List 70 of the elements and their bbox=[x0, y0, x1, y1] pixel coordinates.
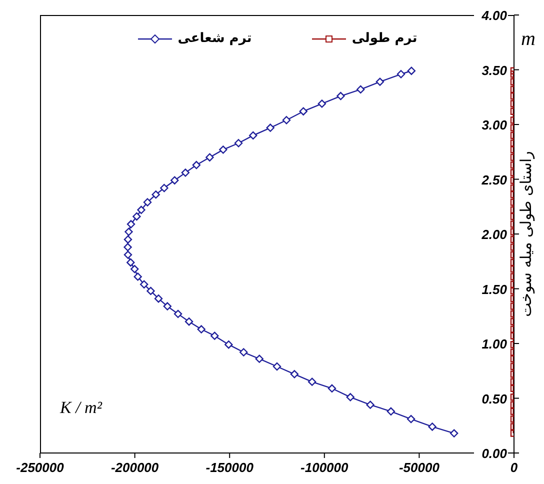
point bbox=[184, 318, 194, 326]
annotation: K / m² bbox=[60, 398, 102, 418]
point bbox=[143, 198, 152, 206]
y-tick-label: 2.50 bbox=[480, 172, 508, 188]
y-tick-label: 0.50 bbox=[482, 391, 508, 406]
point bbox=[124, 228, 133, 236]
point bbox=[134, 272, 142, 281]
point bbox=[124, 235, 132, 244]
point bbox=[126, 258, 135, 267]
point bbox=[163, 302, 172, 310]
point bbox=[124, 243, 132, 252]
point bbox=[346, 393, 354, 402]
point bbox=[210, 332, 219, 340]
point bbox=[181, 168, 190, 177]
point bbox=[407, 66, 416, 75]
point bbox=[308, 378, 316, 386]
point bbox=[290, 370, 299, 378]
point bbox=[356, 85, 365, 94]
point bbox=[299, 107, 308, 116]
x-tick-label: -50000 bbox=[398, 460, 440, 475]
y-tick-label: 3.00 bbox=[482, 118, 508, 132]
point bbox=[152, 190, 160, 199]
y-tick-label: 0.00 bbox=[482, 446, 508, 461]
point bbox=[126, 220, 136, 228]
point bbox=[124, 250, 132, 259]
point bbox=[174, 310, 182, 318]
point bbox=[282, 116, 291, 124]
point bbox=[219, 146, 228, 154]
x-tick-label: 0 bbox=[510, 460, 518, 475]
point bbox=[140, 280, 148, 288]
point bbox=[386, 407, 396, 416]
x-tick-label: -250000 bbox=[16, 460, 65, 475]
point bbox=[197, 325, 206, 334]
y-axis-title: راستای طولی میله سوخت bbox=[517, 151, 535, 317]
point bbox=[137, 206, 146, 214]
point bbox=[336, 92, 345, 100]
point bbox=[130, 264, 139, 274]
point bbox=[154, 294, 163, 303]
legend-label: ترم طولی bbox=[352, 31, 418, 46]
point bbox=[376, 78, 384, 86]
y-tick-label: 3.50 bbox=[482, 62, 508, 78]
point bbox=[272, 362, 282, 371]
point bbox=[160, 184, 168, 192]
point bbox=[132, 212, 141, 221]
point bbox=[206, 153, 214, 162]
x-tick-label: -100000 bbox=[300, 460, 350, 475]
point bbox=[428, 422, 436, 431]
y-tick-label: 1.00 bbox=[482, 336, 508, 352]
point bbox=[450, 429, 458, 438]
point bbox=[146, 286, 155, 296]
text: m bbox=[521, 28, 536, 51]
y-tick-label: 4.00 bbox=[480, 8, 508, 23]
point bbox=[192, 160, 201, 170]
point bbox=[170, 176, 179, 184]
point bbox=[266, 124, 274, 132]
legend-label: ترم شعاعی bbox=[178, 31, 252, 46]
point bbox=[366, 400, 374, 409]
point bbox=[328, 384, 336, 392]
point bbox=[249, 131, 258, 140]
point bbox=[224, 340, 233, 349]
point bbox=[234, 139, 243, 148]
x-tick-label: -200000 bbox=[110, 460, 160, 475]
point bbox=[318, 100, 326, 108]
y-tick-label: 2.00 bbox=[480, 227, 508, 242]
x-tick-label: -150000 bbox=[206, 460, 254, 475]
point bbox=[396, 70, 406, 78]
y-tick-label: 1.50 bbox=[482, 282, 508, 297]
point bbox=[255, 354, 264, 363]
point bbox=[406, 414, 416, 424]
point bbox=[240, 348, 248, 356]
